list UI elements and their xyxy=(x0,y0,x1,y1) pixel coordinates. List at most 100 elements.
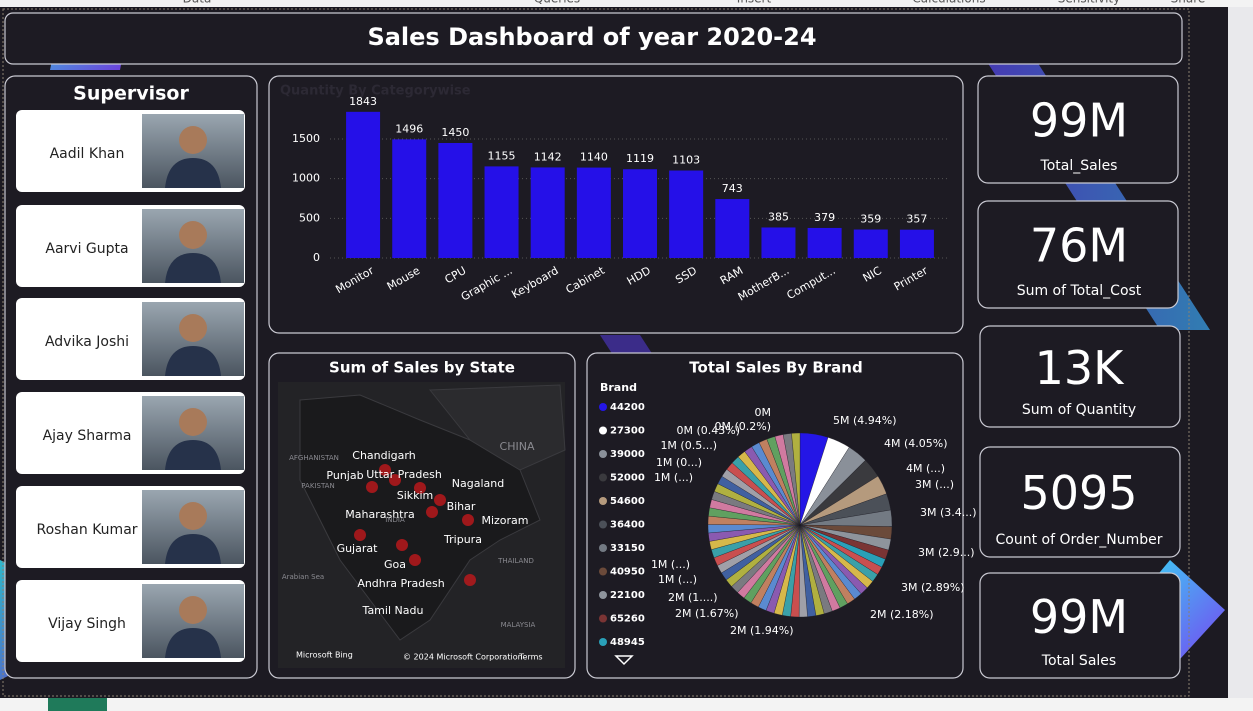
legend-marker[interactable] xyxy=(599,638,607,646)
legend-label[interactable]: 48945 xyxy=(610,637,645,648)
kpi-value: 76M xyxy=(1030,219,1128,273)
ribbon-tab[interactable]: Calculations xyxy=(912,0,985,6)
map-bubble xyxy=(434,494,446,506)
bar-value-label: 1843 xyxy=(349,95,377,108)
legend-label[interactable]: 54600 xyxy=(610,496,645,507)
map-copyright: © 2024 Microsoft Corporation xyxy=(403,653,523,662)
legend-marker[interactable] xyxy=(599,544,607,552)
kpi-card xyxy=(979,446,1181,558)
country-label: PAKISTAN xyxy=(301,482,334,490)
country-label: Arabian Sea xyxy=(282,573,324,581)
map-bubble xyxy=(379,464,391,476)
bar xyxy=(530,167,565,258)
map-bubble xyxy=(396,539,408,551)
legend-label[interactable]: 65260 xyxy=(610,614,645,625)
pie-data-label: 0M (0.2%) xyxy=(714,420,771,433)
legend-marker[interactable] xyxy=(599,450,607,458)
y-tick-label: 1500 xyxy=(292,132,320,145)
ribbon-tab[interactable]: Insert xyxy=(737,0,772,6)
legend-marker[interactable] xyxy=(599,567,607,576)
page-tab[interactable] xyxy=(48,698,107,711)
avatar-body xyxy=(165,440,221,470)
bar-value-label: 379 xyxy=(814,211,835,224)
bar-value-label: 1496 xyxy=(395,122,423,135)
legend-scroll[interactable] xyxy=(614,655,634,666)
legend-label[interactable]: 52000 xyxy=(610,473,645,484)
country-label: THAILAND xyxy=(497,557,534,565)
state-label: Goa xyxy=(384,558,406,571)
ribbon-tab[interactable]: Sensitivity xyxy=(1058,0,1120,6)
ribbon-tab[interactable]: Share xyxy=(1171,0,1206,6)
legend-marker[interactable] xyxy=(599,520,607,529)
avatar-head xyxy=(179,502,207,530)
state-label: Nagaland xyxy=(452,477,504,490)
legend-label[interactable]: 33150 xyxy=(610,543,645,554)
legend-label[interactable]: 22100 xyxy=(610,590,645,601)
legend-label[interactable]: 36400 xyxy=(610,520,645,531)
supervisor-name: Vijay Singh xyxy=(48,616,126,632)
state-label: Mizoram xyxy=(481,514,528,527)
pie-data-label: 2M (2.18%) xyxy=(870,608,934,621)
state-label: Chandigarh xyxy=(352,449,415,462)
scroll-area xyxy=(1228,0,1253,700)
bar xyxy=(899,229,934,258)
legend-marker[interactable] xyxy=(599,426,607,435)
state-label: Tamil Nadu xyxy=(362,604,424,617)
avatar-head xyxy=(179,126,207,154)
map-bubble xyxy=(389,474,401,486)
ribbon-tab[interactable]: Data xyxy=(183,0,212,6)
bar-value-label: 357 xyxy=(906,213,927,226)
legend-marker[interactable] xyxy=(599,497,607,505)
avatar-head xyxy=(179,408,207,436)
bar-value-label: 1142 xyxy=(534,150,562,163)
legend-marker[interactable] xyxy=(599,403,607,411)
state-label: Gujarat xyxy=(337,542,379,555)
bar xyxy=(761,227,796,258)
supervisor-title: Supervisor xyxy=(73,83,189,105)
dashboard-title: Sales Dashboard of year 2020-24 xyxy=(367,23,816,51)
legend-label[interactable]: 27300 xyxy=(610,426,645,437)
map-terms[interactable]: Terms xyxy=(518,653,543,662)
legend-marker[interactable] xyxy=(599,614,607,623)
kpi-label: Total_Sales xyxy=(1040,158,1118,174)
bar xyxy=(623,169,657,258)
legend-marker[interactable] xyxy=(599,591,607,599)
avatar-body xyxy=(165,158,221,188)
avatar-body xyxy=(165,253,221,283)
legend-label[interactable]: 44200 xyxy=(610,402,645,413)
ribbon xyxy=(0,0,1253,7)
state-label: Maharashtra xyxy=(345,508,415,521)
kpi-value: 99M xyxy=(1030,94,1128,148)
map-bubble xyxy=(409,554,421,566)
bar xyxy=(807,227,842,258)
state-label: Bihar xyxy=(447,500,476,513)
ribbon-tab[interactable]: Queries xyxy=(534,0,580,6)
map-land xyxy=(299,394,541,641)
map-bubble xyxy=(354,529,366,541)
avatar-head xyxy=(179,221,207,249)
pie-data-label: 2M (1....) xyxy=(668,591,718,604)
kpi-card xyxy=(979,325,1181,428)
kpi-card xyxy=(977,200,1179,309)
header-panel xyxy=(4,12,1183,65)
bar-value-label: 1103 xyxy=(672,154,700,167)
kpi-value: 99M xyxy=(1030,590,1128,644)
country-label: CHINA xyxy=(500,440,535,453)
legend-label[interactable]: 40950 xyxy=(610,567,645,578)
bar xyxy=(853,229,888,258)
kpi-label: Sum of Quantity xyxy=(1022,402,1136,418)
kpi-value: 5095 xyxy=(1020,466,1137,520)
pie-data-label: 1M (...) xyxy=(658,573,697,586)
pie-data-label: 1M (...) xyxy=(654,471,693,484)
legend-label[interactable]: 39000 xyxy=(610,449,645,460)
map-land xyxy=(428,384,566,471)
canvas-border xyxy=(2,8,1190,697)
legend-marker[interactable] xyxy=(599,473,607,482)
bar-value-label: 359 xyxy=(860,213,881,226)
state-label: Tripura xyxy=(443,533,482,546)
bar-value-label: 1450 xyxy=(441,126,469,139)
avatar-body xyxy=(165,534,221,564)
country-label: MALAYSIA xyxy=(501,621,536,629)
pie-slice-other xyxy=(791,432,801,526)
